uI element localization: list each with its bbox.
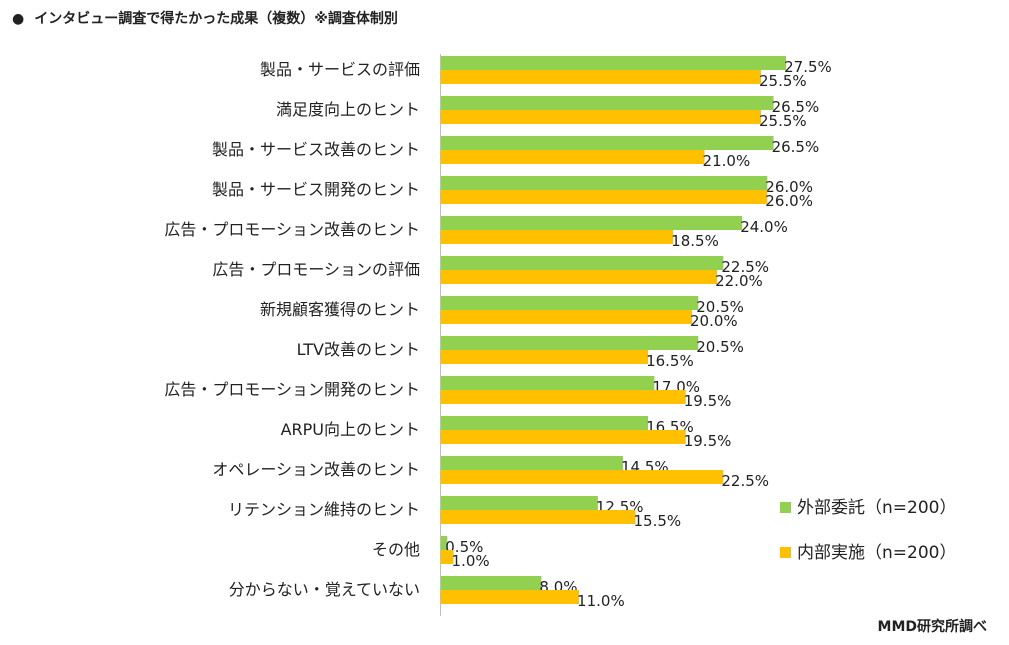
bar-external [441, 136, 774, 150]
bar-internal [441, 470, 724, 484]
bar-internal [441, 350, 649, 364]
category-label: オペレーション改善のヒント [212, 460, 420, 479]
bar-internal [441, 430, 686, 444]
data-label-external: 0.5% [445, 538, 483, 556]
legend-item-external: 外部委託（n=200） [780, 493, 956, 518]
data-label-internal: 21.0% [703, 152, 751, 170]
bar-internal [441, 310, 692, 324]
bar-internal [441, 190, 768, 204]
data-label-internal: 11.0% [577, 592, 625, 610]
category-label: 新規顧客獲得のヒント [260, 300, 420, 319]
bar-internal [441, 230, 674, 244]
legend-swatch-internal [780, 546, 791, 558]
bar-internal [441, 270, 718, 284]
data-label-external: 20.5% [696, 338, 744, 356]
data-label-external: 26.5% [772, 98, 820, 116]
category-label: 製品・サービス開発のヒント [212, 180, 420, 199]
title-bullet: ● [12, 11, 25, 27]
category-label: 広告・プロモーション改善のヒント [164, 220, 420, 239]
data-label-internal: 22.5% [721, 472, 769, 490]
legend-label-internal: 内部実施（n=200） [797, 543, 957, 563]
bar-external [441, 536, 448, 550]
data-label-external: 27.5% [784, 58, 832, 76]
category-label: 広告・プロモーション開発のヒント [164, 380, 420, 399]
legend-item-internal: 内部実施（n=200） [780, 538, 956, 563]
data-label-internal: 20.0% [690, 312, 738, 330]
category-label: 満足度向上のヒント [276, 100, 420, 119]
bar-internal [441, 150, 705, 164]
title-text: インタビュー調査で得たかった成果（複数）※調査体制別 [34, 11, 398, 27]
bar-internal [441, 110, 762, 124]
source-note: MMD研究所調べ [877, 619, 987, 635]
data-label-external: 24.0% [740, 218, 788, 236]
bar-internal [441, 550, 454, 564]
data-label-external: 26.5% [772, 138, 820, 156]
data-label-external: 20.5% [696, 298, 744, 316]
bar-external [441, 96, 774, 110]
bar-internal [441, 390, 686, 404]
category-label: 分からない・覚えていない [229, 580, 420, 599]
data-label-internal: 25.5% [759, 112, 807, 130]
data-label-internal: 25.5% [759, 72, 807, 90]
bar-external [441, 256, 724, 270]
bar-external [441, 496, 598, 510]
bar-external [441, 56, 787, 70]
category-label: 製品・サービスの評価 [260, 60, 420, 79]
bar-external [441, 296, 699, 310]
category-label: リテンション維持のヒント [228, 500, 420, 519]
category-label: ARPU向上のヒント [281, 420, 420, 439]
data-label-internal: 1.0% [452, 552, 490, 570]
bar-external [441, 336, 699, 350]
chart-title: ● インタビュー調査で得たかった成果（複数）※調査体制別 [12, 8, 398, 28]
bar-external [441, 376, 655, 390]
bar-external [441, 576, 542, 590]
data-label-internal: 22.0% [715, 272, 763, 290]
bar-external [441, 216, 743, 230]
category-label: 広告・プロモーションの評価 [212, 260, 420, 279]
legend-label-external: 外部委託（n=200） [797, 498, 957, 518]
data-label-external: 26.0% [765, 178, 813, 196]
bar-internal [441, 510, 636, 524]
category-label: その他 [372, 540, 420, 559]
legend-swatch-external [780, 501, 791, 513]
bar-internal [441, 590, 580, 604]
data-label-internal: 15.5% [634, 512, 682, 530]
bar-internal [441, 70, 762, 84]
category-label: LTV改善のヒント [297, 340, 420, 359]
data-label-internal: 16.5% [646, 352, 694, 370]
data-label-external: 22.5% [721, 258, 769, 276]
data-label-internal: 26.0% [765, 192, 813, 210]
bar-external [441, 176, 768, 190]
category-label: 製品・サービス改善のヒント [212, 140, 420, 159]
bar-external [441, 456, 623, 470]
data-label-internal: 18.5% [671, 232, 719, 250]
data-label-internal: 19.5% [684, 432, 732, 450]
data-label-internal: 19.5% [684, 392, 732, 410]
bar-external [441, 416, 649, 430]
